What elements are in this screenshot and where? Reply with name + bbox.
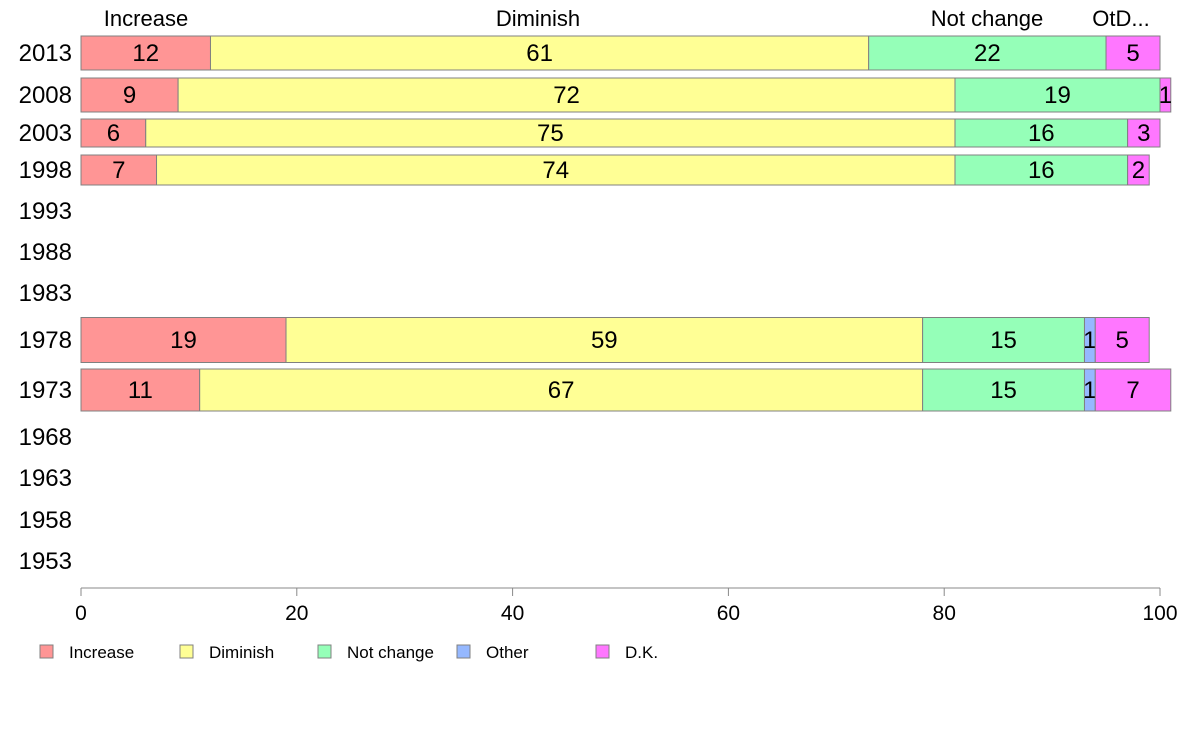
bar-segment [80,118,147,148]
bar-segment [954,77,1161,113]
bar-value-label: 15 [990,377,1017,404]
bar-value-label: 6 [107,120,120,147]
bar-segment [156,154,956,186]
bar-segment [1127,154,1150,186]
bar-value-label: 9 [123,82,136,109]
bar-value-label: 74 [542,157,569,184]
year-label: 1968 [19,424,72,451]
bar-segment [1159,77,1172,113]
bar-value-label: 15 [990,327,1017,354]
legend-label: D.K. [625,643,658,662]
year-label: 1988 [19,239,72,266]
bar-segment [1094,368,1172,412]
top-category-label: Not change [931,6,1044,31]
bars-group: 12 61 22 59 72 19 16 75 16 37 74 16 219 59 15 1 511 67 15 1… [80,35,1172,412]
bar-value-label: 72 [553,82,580,109]
legend-label: Not change [347,643,434,662]
bar-segment [80,317,287,363]
bar-segment [145,118,956,148]
bar-segment [80,35,211,71]
legend-label: Increase [69,643,134,662]
bar-segment [80,368,201,412]
x-tick-label: 80 [933,602,956,625]
legend-swatch [39,644,54,659]
bar-value-label: 1 [1083,327,1096,354]
year-label: 1998 [19,157,72,184]
top-category-label: OtD... [1092,6,1149,31]
bar-segment [1094,317,1150,363]
bar-segment [922,368,1085,412]
legend-label: Diminish [209,643,274,662]
bar-value-label: 2 [1132,157,1145,184]
bar-segment [199,368,924,412]
bar-value-label: 3 [1137,120,1150,147]
top-category-label: Diminish [496,6,580,31]
year-label: 1953 [19,548,72,575]
bar-segment [209,35,870,71]
bar-segment [285,317,924,363]
x-tick-label: 0 [75,602,87,625]
top-category-labels: Increase Diminish Not change OtD... [104,6,1150,31]
x-tick-label: 20 [285,602,308,625]
bar-value-label: 16 [1028,120,1055,147]
x-tick-label: 40 [501,602,524,625]
bar-segment [177,77,956,113]
bar-value-label: 75 [537,120,564,147]
bar-value-label: 59 [591,327,618,354]
bar-value-label: 12 [132,40,159,67]
bar-value-label: 5 [1116,327,1129,354]
bar-value-label: 19 [1044,82,1071,109]
x-tick-label: 100 [1142,602,1177,625]
legend: Increase Diminish Not change Other D.K. [39,643,658,662]
year-label: 1958 [19,507,72,534]
legend-swatch [179,644,194,659]
bar-value-label: 1 [1083,377,1096,404]
bar-segment [1105,35,1161,71]
bar-segment [868,35,1107,71]
year-label: 2013 [19,40,72,67]
year-label: 1973 [19,377,72,404]
bar-segment [80,154,158,186]
bar-segment [80,77,179,113]
legend-label: Other [486,643,529,662]
year-labels: 2013 2008 2003 1998 1993 1988 1983 1978 1973 1968… [19,40,72,575]
bar-value-label: 7 [1126,377,1139,404]
year-label: 1963 [19,465,72,492]
bar-segment [922,317,1085,363]
bar-value-label: 22 [974,40,1001,67]
x-tick-label: 60 [717,602,740,625]
x-axis: 0 20 40 60 80 100 [75,587,1178,625]
bar-value-label: 1 [1159,82,1172,109]
bar-value-label: 7 [112,157,125,184]
bar-value-label: 5 [1126,40,1139,67]
bar-value-label: 19 [170,327,197,354]
year-label: 2008 [19,82,72,109]
year-label: 1993 [19,198,72,225]
year-label: 2003 [19,120,72,147]
bar-segment [954,154,1129,186]
legend-swatch [595,644,610,659]
legend-swatch [317,644,332,659]
bar-value-label: 61 [526,40,553,67]
year-label: 1983 [19,280,72,307]
bar-value-label: 11 [128,377,153,404]
year-label: 1978 [19,327,72,354]
bar-value-label: 16 [1028,157,1055,184]
bar-segment [954,118,1129,148]
bar-value-label: 67 [548,377,575,404]
top-category-label: Increase [104,6,188,31]
bar-segment [1127,118,1161,148]
legend-swatch [456,644,471,659]
